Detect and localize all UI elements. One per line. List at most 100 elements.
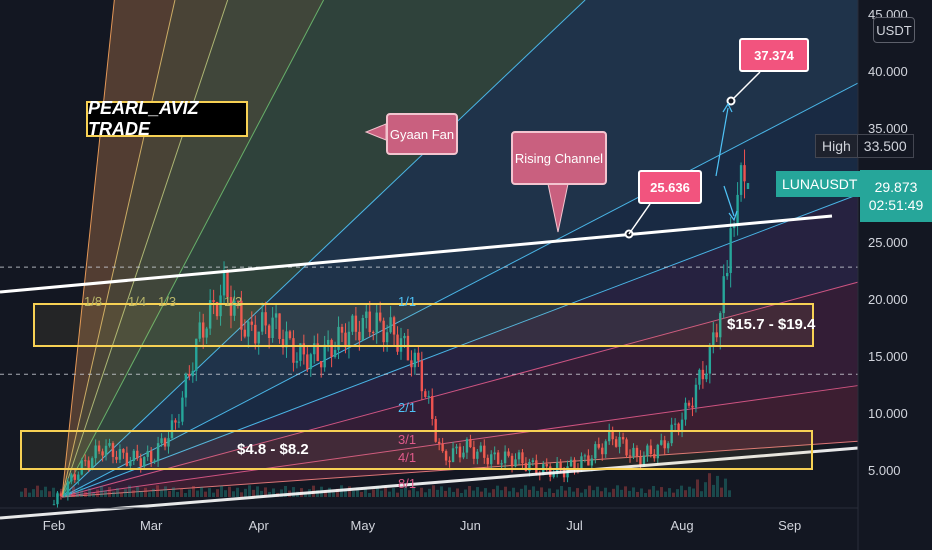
candle-body <box>656 444 659 459</box>
candle-body <box>552 471 555 477</box>
volume-bar <box>552 493 555 497</box>
rising-channel-callout[interactable]: Rising Channel <box>511 131 607 185</box>
gyaan-fan-callout[interactable]: Gyaan Fan <box>386 113 458 155</box>
volume-bar <box>612 488 615 497</box>
candle-body <box>621 437 625 440</box>
fan-ratio-1-8: 1/8 <box>84 294 102 309</box>
candle-body <box>84 460 87 462</box>
candle-body <box>191 370 194 377</box>
volume-bar <box>560 486 563 497</box>
volume-bar <box>684 490 687 497</box>
volume-bar <box>608 492 611 497</box>
candle-body <box>611 430 614 440</box>
candle-body <box>365 311 368 318</box>
candle-body <box>156 443 160 461</box>
candle-body <box>299 343 302 361</box>
volume-bar <box>676 489 679 497</box>
last-price-tag: 29.873 02:51:49 <box>860 170 932 222</box>
volume-bar <box>360 491 363 497</box>
candle-body <box>413 352 417 368</box>
channel-upper-line <box>0 214 833 294</box>
x-axis[interactable]: Feb Mar Apr May Jun Jul Aug Sep <box>0 507 858 533</box>
volume-bar <box>408 490 411 497</box>
candle-body <box>729 228 732 273</box>
candle-body <box>517 452 521 460</box>
candle-body <box>233 300 236 316</box>
volume-bar <box>292 487 295 497</box>
candle-body <box>392 317 396 335</box>
candle-body <box>441 443 444 452</box>
candle-body <box>385 332 389 343</box>
fan-ratio-1-3: 1/3 <box>158 294 176 309</box>
volume-bar <box>192 486 195 497</box>
volume-bar <box>372 489 375 497</box>
candle-body <box>288 331 292 339</box>
volume-bar <box>476 487 479 497</box>
candle-body <box>111 443 115 457</box>
candle-body <box>125 452 129 466</box>
volume-bar <box>140 491 143 497</box>
x-tick-label: Apr <box>249 518 270 533</box>
volume-bar <box>212 492 215 497</box>
candle-body <box>77 474 80 480</box>
volume-bar <box>200 487 203 497</box>
candle-body <box>63 495 66 497</box>
volume-bar <box>208 488 211 497</box>
candle-body <box>56 493 59 505</box>
volume-bar <box>528 489 531 497</box>
candle-body <box>236 300 240 302</box>
volume-bars <box>20 473 731 497</box>
candle-body <box>278 313 281 339</box>
volume-bar <box>304 492 307 497</box>
projection-arrows <box>715 102 738 222</box>
candle-body <box>465 439 469 453</box>
target-price-callout[interactable]: 37.374 <box>739 38 809 72</box>
volume-bar <box>432 485 435 497</box>
fan-line-0 <box>61 0 115 498</box>
volume-bar <box>84 491 87 497</box>
volume-bar <box>124 489 127 497</box>
candle-body <box>399 338 403 352</box>
volume-bar <box>68 489 71 497</box>
candle-body <box>80 460 83 475</box>
candle-body <box>389 317 392 333</box>
target-connector <box>730 71 761 102</box>
high-value: 33.500 <box>856 134 914 158</box>
candle-body <box>87 460 90 468</box>
volume-bar <box>324 491 327 497</box>
candle-body <box>594 444 597 459</box>
candle-body <box>705 373 708 380</box>
candle-body <box>694 384 698 408</box>
candle-body <box>108 443 111 446</box>
volume-bar <box>464 489 467 497</box>
candle-body <box>420 360 424 392</box>
candle-body <box>143 456 146 467</box>
volume-bar <box>448 487 451 497</box>
candle-body <box>149 451 153 463</box>
volume-bar <box>692 488 695 497</box>
candle-body <box>66 481 70 496</box>
candle-body <box>254 324 257 344</box>
y-tick-label: 20.000 <box>868 292 908 307</box>
candle-body <box>486 457 489 465</box>
volume-bar <box>396 492 399 497</box>
rising-channel[interactable] <box>0 71 859 520</box>
fan-ratio-1-4: 1/4 <box>128 294 146 309</box>
candle-body <box>250 321 253 325</box>
candle-body <box>281 338 285 348</box>
support-zones[interactable] <box>20 303 814 470</box>
volume-bar <box>232 491 235 497</box>
currency-badge[interactable]: USDT <box>873 17 915 43</box>
volume-bar <box>240 492 243 497</box>
candle-body <box>403 335 406 339</box>
candle-body <box>500 463 503 465</box>
candle-body <box>94 445 97 459</box>
volume-bar <box>216 489 219 497</box>
y-axis[interactable]: 45.00040.00035.00030.00025.00020.00015.0… <box>857 0 908 550</box>
candle-body <box>73 474 77 480</box>
candle-body <box>455 446 458 449</box>
channel-touch-price-callout[interactable]: 25.636 <box>638 170 702 204</box>
volume-bar <box>152 488 155 497</box>
candle-body <box>535 460 538 474</box>
